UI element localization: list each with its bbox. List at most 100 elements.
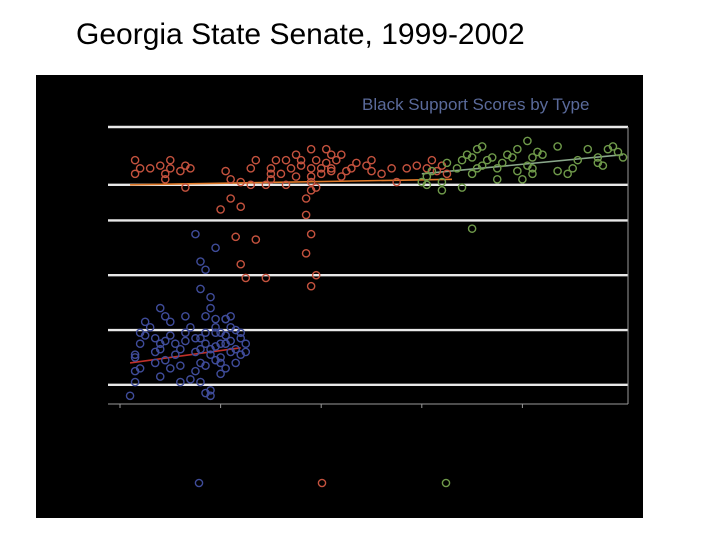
group1-point <box>125 391 135 401</box>
group2-point <box>231 232 240 242</box>
group3-point <box>573 155 583 165</box>
group1-point <box>221 364 230 373</box>
group2-point <box>316 164 326 173</box>
group3-legend-marker <box>441 478 451 488</box>
group1-point <box>196 257 205 266</box>
group1-point <box>130 350 140 359</box>
group2-point <box>362 161 371 170</box>
group1-point <box>140 331 150 340</box>
group1-point <box>176 377 185 387</box>
group3-point <box>513 144 522 154</box>
group3-point <box>457 183 467 192</box>
group2-point <box>236 202 246 212</box>
group2-point <box>135 164 145 173</box>
group1-trend-line <box>129 347 241 364</box>
group1-point <box>201 312 210 321</box>
group2-point <box>276 169 286 179</box>
group1-point <box>211 243 220 253</box>
group1-point <box>165 364 175 373</box>
group1-point <box>160 336 170 346</box>
group2-point <box>246 180 256 190</box>
legend <box>194 478 451 488</box>
group3-point <box>528 153 537 162</box>
group1-point <box>201 388 210 398</box>
group2-point <box>160 175 170 184</box>
group2-point <box>367 155 376 165</box>
group2-point <box>236 259 246 269</box>
group3-point <box>467 153 477 162</box>
chart-background <box>36 75 643 518</box>
group3-point <box>467 169 477 179</box>
group3-trend-line <box>421 153 624 175</box>
group1-point <box>165 331 175 340</box>
group2-point <box>271 155 281 165</box>
group2-point <box>352 158 361 168</box>
group2-point <box>306 229 316 239</box>
group2-point <box>306 172 316 181</box>
group1-point <box>165 317 175 327</box>
group1-point <box>201 361 210 370</box>
group3-point <box>523 136 532 146</box>
group1-point <box>196 284 205 294</box>
group2-point <box>432 166 442 176</box>
group2-point <box>251 155 261 165</box>
group2-point <box>347 164 356 173</box>
slide-title: Georgia State Senate, 1999-2002 <box>76 18 525 51</box>
data-points <box>125 136 628 401</box>
group3-point <box>513 166 522 176</box>
group1-point <box>155 372 165 381</box>
group2-point <box>216 205 225 214</box>
group3-point <box>608 142 618 151</box>
group1-point <box>216 358 225 368</box>
group2-legend-marker <box>317 478 327 488</box>
group2-point <box>241 273 251 283</box>
group2-point <box>251 235 261 244</box>
group3-point <box>442 158 452 168</box>
group3-point <box>613 147 623 157</box>
group3-point <box>467 224 477 233</box>
group1-point <box>206 350 215 359</box>
group2-point <box>266 164 276 173</box>
group3-point <box>422 180 432 190</box>
group1-point <box>196 344 205 354</box>
group2-point <box>261 273 271 283</box>
group1-point <box>186 322 195 332</box>
group1-point <box>196 333 205 343</box>
group2-point <box>311 183 321 192</box>
group1-point <box>181 336 190 346</box>
group1-point <box>221 331 230 340</box>
group2-point <box>165 164 175 173</box>
group2-point <box>311 270 321 280</box>
group1-point <box>171 339 180 349</box>
group3-point <box>583 144 593 154</box>
group2-point <box>165 155 175 165</box>
chart-title: Black Support Scores by Type <box>362 95 589 114</box>
group1-point <box>150 358 160 368</box>
group2-point <box>337 150 346 159</box>
group2-point <box>221 166 230 176</box>
group2-point <box>306 177 316 187</box>
group2-point <box>281 155 291 165</box>
group2-point <box>291 172 301 181</box>
group3-point <box>598 161 608 170</box>
group3-point <box>492 164 502 173</box>
group2-point <box>311 155 321 165</box>
group2-point <box>316 169 326 179</box>
group1-point <box>206 292 215 302</box>
group1-point <box>135 364 145 373</box>
group2-point <box>412 161 422 170</box>
group2-point <box>286 164 296 173</box>
group1-point <box>201 265 210 275</box>
group2-point <box>236 177 246 187</box>
group2-point <box>321 158 331 168</box>
group1-point <box>241 339 251 349</box>
group1-point <box>130 353 140 362</box>
group1-point <box>236 350 246 359</box>
group2-point <box>246 164 256 173</box>
group2-point <box>326 164 336 173</box>
group1-point <box>221 314 230 324</box>
group1-point <box>130 377 140 387</box>
group3-point <box>508 153 517 162</box>
axes <box>108 127 629 408</box>
group2-point <box>296 155 306 165</box>
